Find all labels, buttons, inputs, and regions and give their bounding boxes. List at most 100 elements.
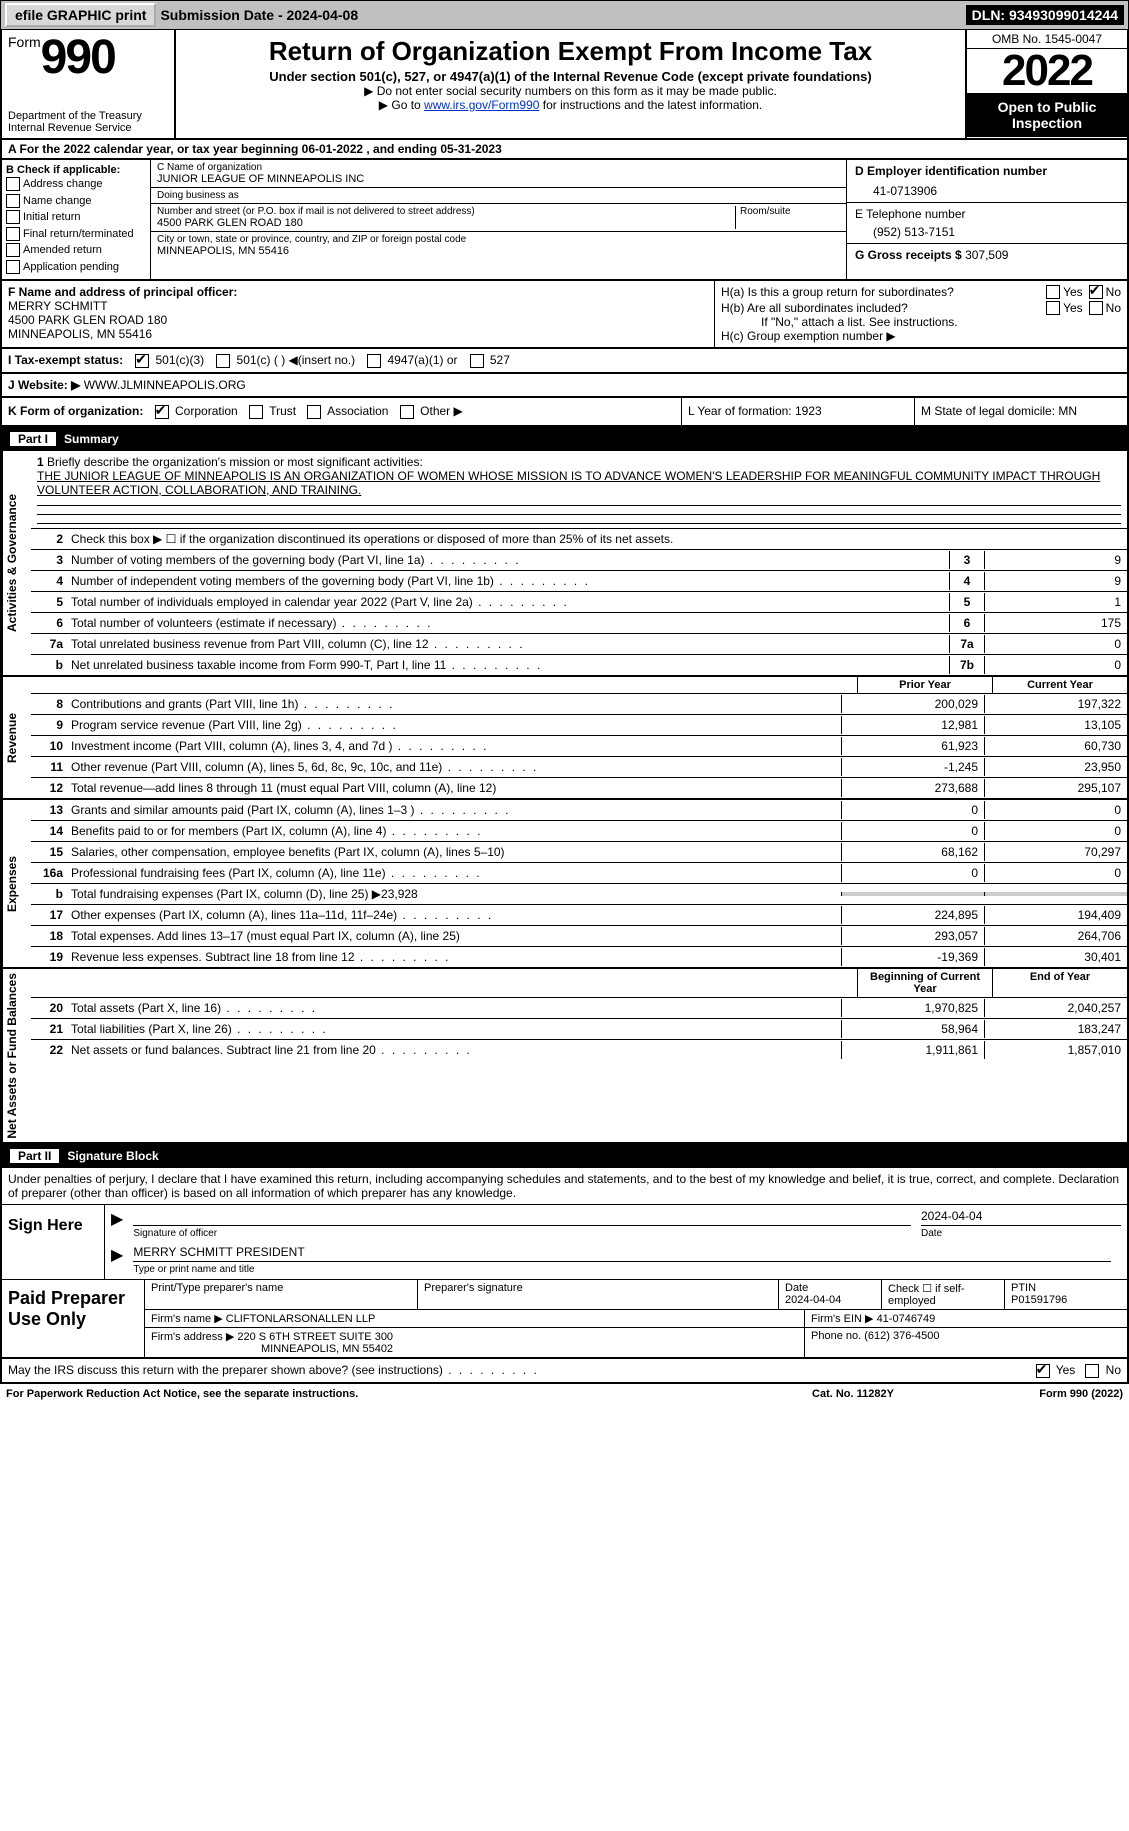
line6: Total number of volunteers (estimate if …: [67, 614, 949, 632]
check-name-change[interactable]: Name change: [6, 193, 146, 210]
check-self-employed[interactable]: Check ☐ if self-employed: [882, 1280, 1005, 1309]
end-year-hdr: End of Year: [992, 969, 1127, 997]
p13: 0: [841, 801, 984, 819]
section-bcdeg: B Check if applicable: Address change Na…: [0, 160, 1129, 281]
row-a-calendar: A For the 2022 calendar year, or tax yea…: [0, 140, 1129, 160]
form-number: 990: [41, 31, 115, 84]
check-527[interactable]: [470, 354, 484, 368]
firm-ein: 41-0746749: [877, 1313, 936, 1325]
website-url: WWW.JLMINNEAPOLIS.ORG: [84, 378, 246, 392]
firm-name: CLIFTONLARSONALLEN LLP: [226, 1313, 376, 1325]
c13: 0: [984, 801, 1127, 819]
line16b: Total fundraising expenses (Part IX, col…: [67, 885, 841, 903]
c18: 264,706: [984, 927, 1127, 945]
firm-phone: (612) 376-4500: [864, 1330, 939, 1342]
ptin-label: PTIN: [1011, 1282, 1036, 1294]
firm-addr2: MINNEAPOLIS, MN 55402: [151, 1343, 393, 1355]
g-label: G Gross receipts $: [855, 248, 962, 262]
vtab-governance: Activities & Governance: [2, 451, 31, 675]
summary-governance: Activities & Governance 1 Briefly descri…: [0, 451, 1129, 677]
ha-no[interactable]: [1089, 285, 1103, 299]
line18: Total expenses. Add lines 13–17 (must eq…: [67, 927, 841, 945]
val4: 9: [984, 572, 1127, 590]
check-4947[interactable]: [367, 354, 381, 368]
summary-netassets: Net Assets or Fund Balances Beginning of…: [0, 969, 1129, 1145]
dba-label: Doing business as: [157, 190, 840, 201]
p20: 1,970,825: [841, 999, 984, 1017]
p12: 273,688: [841, 779, 984, 797]
officer-name-title: MERRY SCHMITT PRESIDENT: [133, 1245, 1111, 1262]
check-address-change[interactable]: Address change: [6, 176, 146, 193]
check-initial-return[interactable]: Initial return: [6, 209, 146, 226]
prep-name-label: Print/Type preparer's name: [151, 1282, 411, 1294]
c8: 197,322: [984, 695, 1127, 713]
p16a: 0: [841, 864, 984, 882]
submission-date: Submission Date - 2024-04-08: [160, 7, 358, 23]
p17: 224,895: [841, 906, 984, 924]
gross-receipts: 307,509: [965, 248, 1008, 262]
c17: 194,409: [984, 906, 1127, 924]
may-discuss-row: May the IRS discuss this return with the…: [0, 1359, 1129, 1384]
line9: Program service revenue (Part VIII, line…: [67, 716, 841, 734]
check-application-pending[interactable]: Application pending: [6, 259, 146, 276]
line12: Total revenue—add lines 8 through 11 (mu…: [67, 779, 841, 797]
may-yes[interactable]: [1036, 1364, 1050, 1378]
page-footer: For Paperwork Reduction Act Notice, see …: [0, 1384, 1129, 1404]
prep-date-label: Date: [785, 1282, 808, 1294]
check-association[interactable]: [307, 405, 321, 419]
ein: 41-0713906: [855, 184, 1119, 198]
p16b: [841, 892, 984, 896]
officer-addr1: 4500 PARK GLEN ROAD 180: [8, 313, 708, 327]
ha-yes[interactable]: [1046, 285, 1060, 299]
hb-note: If "No," attach a list. See instructions…: [721, 315, 1121, 329]
vtab-expenses: Expenses: [2, 800, 31, 967]
j-label: J Website: ▶: [8, 378, 84, 392]
line13: Grants and similar amounts paid (Part IX…: [67, 801, 841, 819]
val3: 9: [984, 551, 1127, 569]
e-label: E Telephone number: [855, 207, 1119, 221]
check-trust[interactable]: [249, 405, 263, 419]
line19: Revenue less expenses. Subtract line 18 …: [67, 948, 841, 966]
p19: -19,369: [841, 948, 984, 966]
check-501c3[interactable]: [135, 354, 149, 368]
irs-link[interactable]: www.irs.gov/Form990: [424, 98, 539, 112]
signature-block: Under penalties of perjury, I declare th…: [0, 1168, 1129, 1359]
efile-button[interactable]: efile GRAPHIC print: [5, 3, 156, 27]
may-no[interactable]: [1085, 1364, 1099, 1378]
c9: 13,105: [984, 716, 1127, 734]
check-corporation[interactable]: [155, 405, 169, 419]
sign-here-label: Sign Here: [2, 1205, 105, 1279]
i-label: I Tax-exempt status:: [8, 353, 123, 367]
c12: 295,107: [984, 779, 1127, 797]
m-state-domicile: M State of legal domicile: MN: [915, 398, 1127, 425]
hb-no[interactable]: [1089, 301, 1103, 315]
room-label: Room/suite: [740, 206, 840, 217]
c15: 70,297: [984, 843, 1127, 861]
open-inspection-badge: Open to Public Inspection: [967, 93, 1127, 137]
form-subtitle: Under section 501(c), 527, or 4947(a)(1)…: [184, 69, 957, 84]
c16a: 0: [984, 864, 1127, 882]
mission-text: THE JUNIOR LEAGUE OF MINNEAPOLIS IS AN O…: [37, 469, 1121, 497]
check-amended-return[interactable]: Amended return: [6, 242, 146, 259]
summary-revenue: Revenue Prior YearCurrent Year 8Contribu…: [0, 677, 1129, 800]
check-final-return[interactable]: Final return/terminated: [6, 226, 146, 243]
ptin: P01591796: [1011, 1294, 1067, 1306]
dln: DLN: 93493099014244: [966, 5, 1124, 25]
prep-date: 2024-04-04: [785, 1294, 841, 1306]
line8: Contributions and grants (Part VIII, lin…: [67, 695, 841, 713]
p14: 0: [841, 822, 984, 840]
street-address: 4500 PARK GLEN ROAD 180: [157, 217, 735, 229]
line3: Number of voting members of the governin…: [67, 551, 949, 569]
line20: Total assets (Part X, line 16): [67, 999, 841, 1017]
dept-treasury: Department of the Treasury Internal Reve…: [8, 110, 168, 134]
check-other[interactable]: [400, 405, 414, 419]
sig-date: 2024-04-04: [921, 1209, 1121, 1226]
hb-yes[interactable]: [1046, 301, 1060, 315]
check-501c[interactable]: [216, 354, 230, 368]
officer-addr2: MINNEAPOLIS, MN 55416: [8, 327, 708, 341]
c21: 183,247: [984, 1020, 1127, 1038]
val7b: 0: [984, 656, 1127, 674]
p18: 293,057: [841, 927, 984, 945]
type-name-label: Type or print name and title: [133, 1264, 1111, 1275]
form-ref: Form 990 (2022): [943, 1388, 1123, 1400]
